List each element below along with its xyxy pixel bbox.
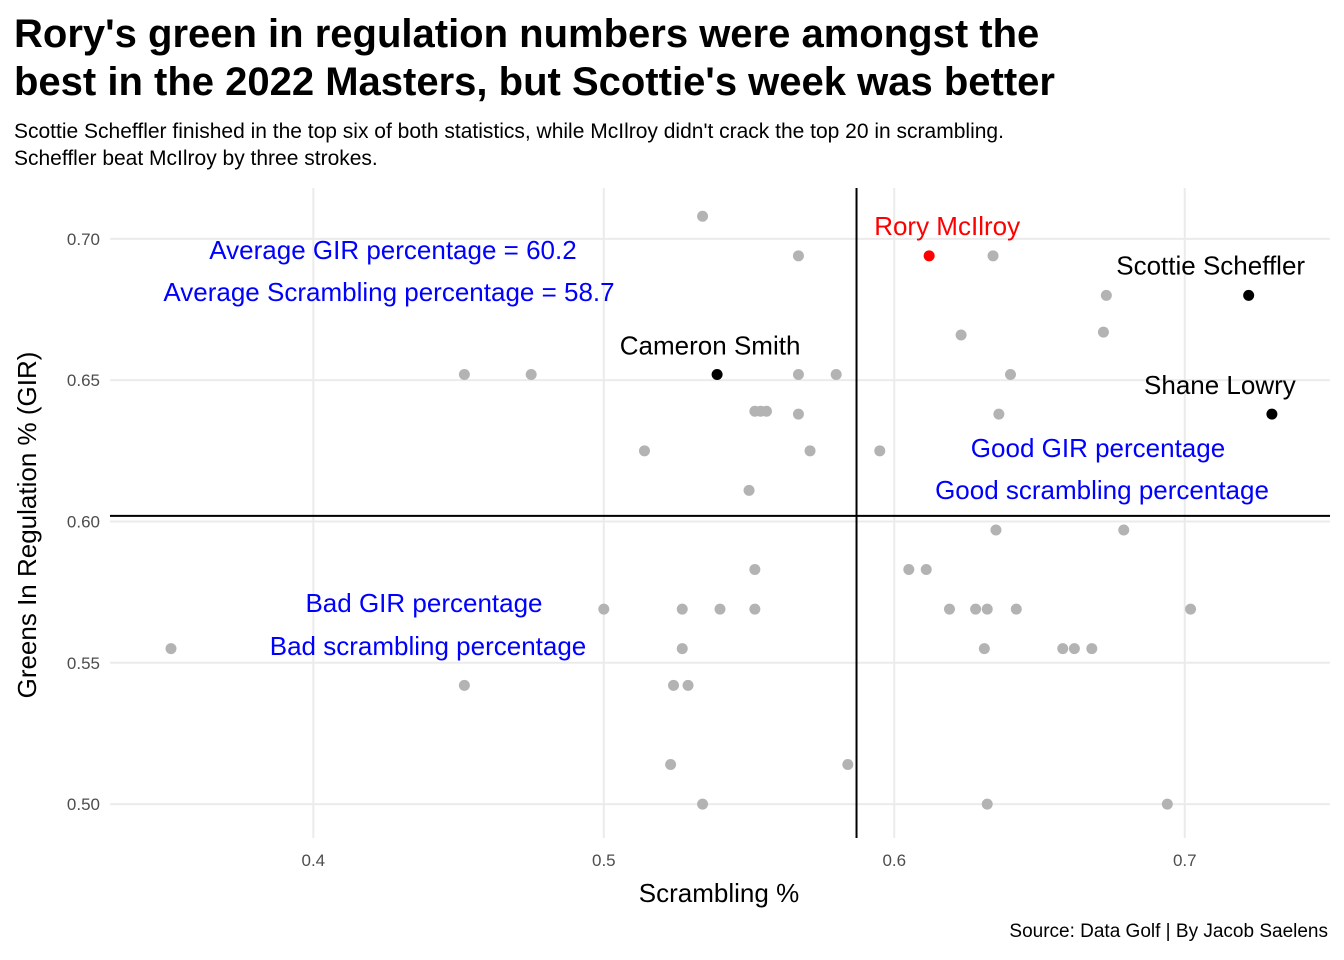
annotation-good-scrambling: Good scrambling percentage bbox=[935, 475, 1269, 505]
x-axis-title: Scrambling % bbox=[639, 878, 799, 908]
subtitle-line-1: Scottie Scheffler finished in the top si… bbox=[14, 120, 1004, 143]
data-point bbox=[903, 564, 915, 576]
data-point bbox=[697, 210, 709, 222]
data-point bbox=[804, 445, 816, 457]
data-point bbox=[676, 603, 688, 615]
data-point bbox=[981, 798, 993, 810]
player-label: Shane Lowry bbox=[1144, 370, 1296, 400]
data-point bbox=[749, 564, 761, 576]
data-point bbox=[458, 679, 470, 691]
x-tick-label: 0.6 bbox=[882, 851, 906, 870]
data-point bbox=[830, 369, 842, 381]
player-label: Scottie Scheffler bbox=[1116, 250, 1305, 280]
annotation-bad-scrambling: Bad scrambling percentage bbox=[270, 631, 587, 661]
data-point bbox=[842, 759, 854, 771]
data-point bbox=[682, 679, 694, 691]
highlight-layer: Rory McIlroy Scottie Scheffler Cameron Smi… bbox=[620, 211, 1305, 420]
data-point bbox=[792, 408, 804, 420]
player-label: Cameron Smith bbox=[620, 331, 801, 361]
gridlines bbox=[110, 188, 1330, 838]
data-point bbox=[1185, 603, 1197, 615]
y-tick-label: 0.50 bbox=[67, 795, 100, 814]
data-point bbox=[874, 445, 886, 457]
player-label: Rory McIlroy bbox=[874, 211, 1020, 241]
data-point bbox=[943, 603, 955, 615]
data-point bbox=[990, 524, 1002, 536]
data-point bbox=[165, 643, 177, 655]
data-point bbox=[1118, 524, 1130, 536]
highlighted-point bbox=[1243, 289, 1255, 301]
data-point bbox=[638, 445, 650, 457]
x-tick-label: 0.7 bbox=[1173, 851, 1197, 870]
highlighted-point bbox=[923, 250, 935, 262]
data-point bbox=[1057, 643, 1069, 655]
source-caption: Source: Data Golf | By Jacob Saelens bbox=[1009, 921, 1328, 942]
x-tick-label: 0.4 bbox=[302, 851, 326, 870]
data-point bbox=[970, 603, 982, 615]
data-point bbox=[665, 759, 677, 771]
data-point bbox=[714, 603, 726, 615]
highlighted-point bbox=[711, 369, 723, 381]
data-point bbox=[676, 643, 688, 655]
subtitle-line-2: Scheffler beat McIlroy by three strokes. bbox=[14, 147, 378, 170]
title-line-1: Rory's green in regulation numbers were … bbox=[14, 12, 1040, 56]
data-point bbox=[749, 603, 761, 615]
data-point bbox=[1161, 798, 1173, 810]
data-point bbox=[792, 250, 804, 262]
data-point bbox=[920, 564, 932, 576]
highlighted-point bbox=[1266, 408, 1278, 420]
data-point bbox=[981, 603, 993, 615]
data-point bbox=[993, 408, 1005, 420]
y-tick-label: 0.70 bbox=[67, 230, 100, 249]
data-point bbox=[1004, 369, 1016, 381]
tick-labels: 0.4 0.5 0.6 0.7 0.50 0.55 0.60 0.65 0.70 bbox=[67, 230, 1197, 870]
annotation-average-gir: Average GIR percentage = 60.2 bbox=[209, 235, 576, 265]
data-point bbox=[668, 679, 680, 691]
data-point bbox=[760, 405, 772, 417]
y-axis-title: Greens In Regulation % (GIR) bbox=[12, 352, 42, 699]
data-point bbox=[525, 369, 537, 381]
title-line-2: best in the 2022 Masters, but Scottie's … bbox=[14, 60, 1055, 104]
reference-lines bbox=[110, 188, 1330, 838]
data-point bbox=[987, 250, 999, 262]
y-tick-label: 0.55 bbox=[67, 654, 100, 673]
chart-title: Rory's green in regulation numbers were … bbox=[14, 10, 1334, 106]
data-point bbox=[1010, 603, 1022, 615]
data-point bbox=[697, 798, 709, 810]
annotation-good-gir: Good GIR percentage bbox=[971, 433, 1225, 463]
y-tick-label: 0.60 bbox=[67, 512, 100, 531]
annotations: Average GIR percentage = 60.2 Average Sc… bbox=[163, 235, 1269, 661]
data-point bbox=[1086, 643, 1098, 655]
y-tick-label: 0.65 bbox=[67, 371, 100, 390]
data-point bbox=[743, 484, 755, 496]
data-point bbox=[1097, 326, 1109, 338]
data-point bbox=[1100, 289, 1112, 301]
annotation-bad-gir: Bad GIR percentage bbox=[305, 588, 542, 618]
data-point bbox=[598, 603, 610, 615]
x-tick-label: 0.5 bbox=[592, 851, 616, 870]
data-point bbox=[955, 329, 967, 341]
chart-subtitle: Scottie Scheffler finished in the top si… bbox=[14, 118, 1334, 172]
points-layer bbox=[165, 210, 1197, 810]
data-point bbox=[978, 643, 990, 655]
data-point bbox=[458, 369, 470, 381]
annotation-average-scrambling: Average Scrambling percentage = 58.7 bbox=[163, 277, 614, 307]
data-point bbox=[792, 369, 804, 381]
data-point bbox=[1068, 643, 1080, 655]
